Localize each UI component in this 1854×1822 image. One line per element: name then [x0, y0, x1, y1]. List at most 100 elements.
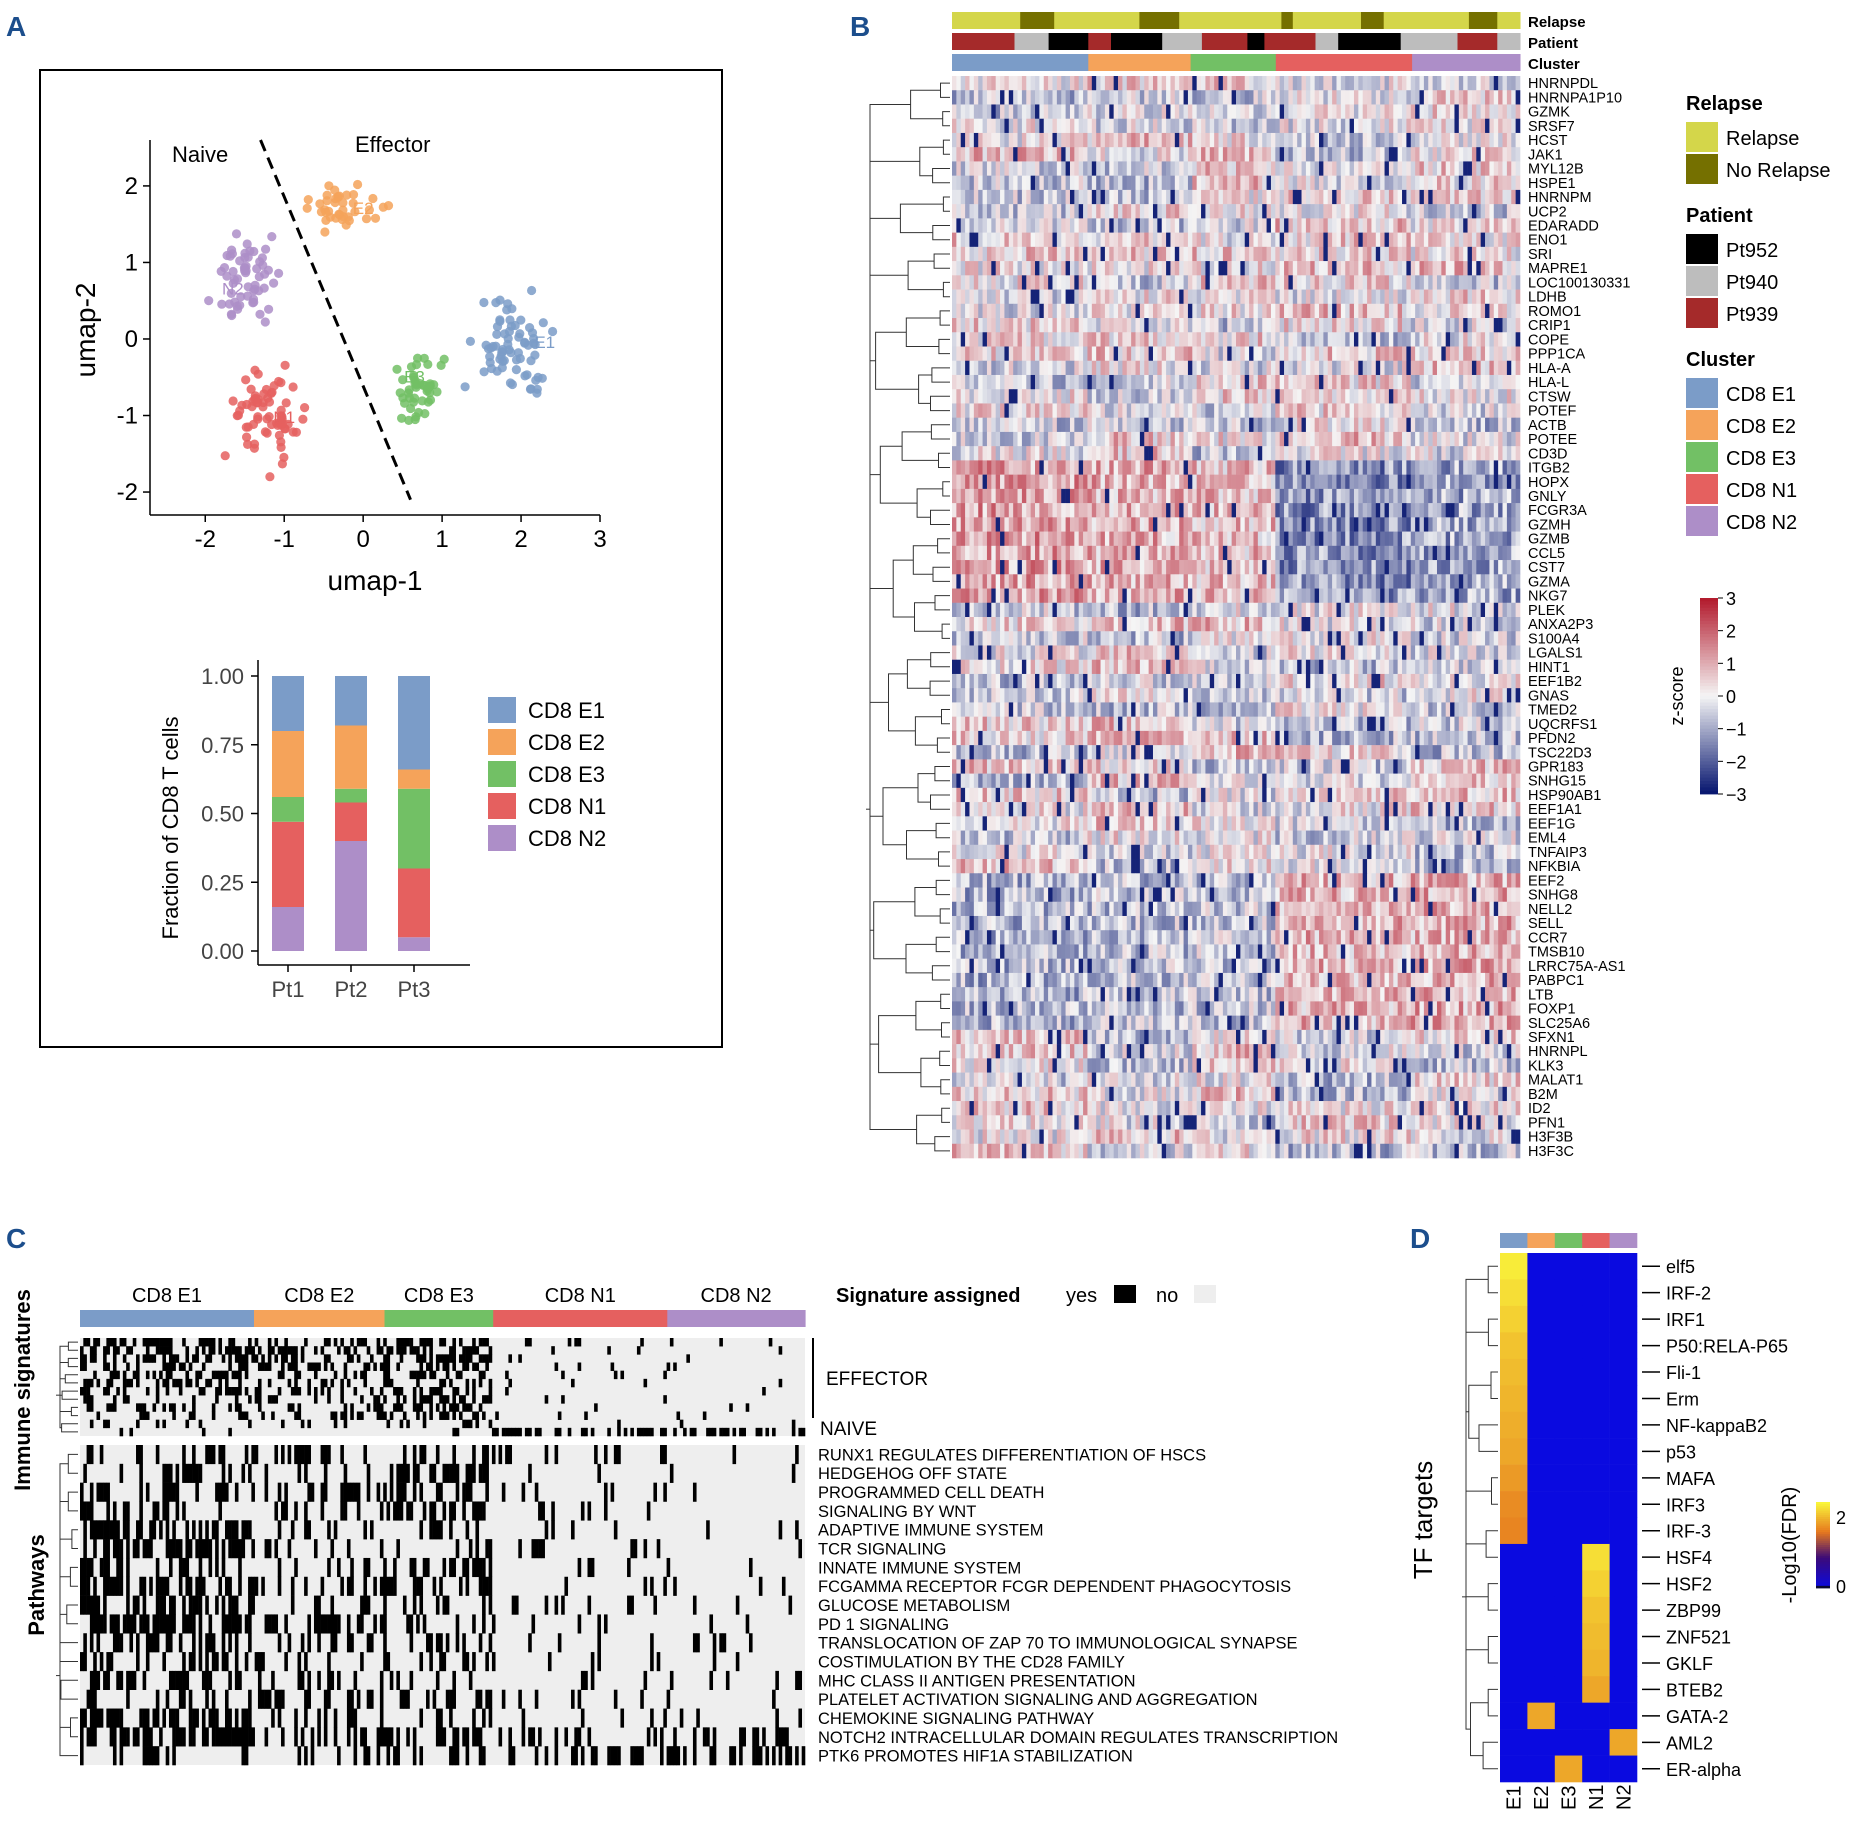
b-heatmap-cell: [1008, 104, 1014, 120]
b-heatmap-cell: [1489, 431, 1495, 447]
umap-point: [527, 285, 537, 296]
b-heatmap-cell: [1380, 460, 1385, 475]
b-heatmap-cell: [1104, 560, 1110, 575]
b-heatmap-cell: [1419, 204, 1425, 219]
b-heatmap-cell: [1240, 275, 1246, 290]
b-heatmap-cell: [1301, 303, 1307, 319]
b-heatmap-cell: [1428, 332, 1433, 347]
b-heatmap-cell: [1096, 218, 1101, 233]
b-heatmap-cell: [1415, 261, 1420, 276]
b-heatmap-cell: [1515, 261, 1521, 276]
b-heatmap-cell: [1201, 460, 1206, 475]
b-heatmap-cell: [1485, 204, 1490, 219]
b-heatmap-cell: [1480, 147, 1486, 162]
b-heatmap-cell: [1069, 118, 1075, 134]
b-heatmap-cell: [1087, 531, 1093, 547]
b-heatmap-cell: [1061, 417, 1066, 433]
b-heatmap-cell: [956, 132, 962, 148]
b-heatmap-cell: [1113, 374, 1119, 390]
b-heatmap-cell: [1380, 346, 1385, 362]
b-heatmap-cell: [1201, 403, 1206, 418]
b-heatmap-cell: [1358, 346, 1364, 362]
umap-point: [267, 232, 277, 242]
b-heatmap-cell: [1384, 346, 1390, 362]
b-heatmap-cell: [1126, 417, 1132, 433]
b-heatmap-cell: [1310, 76, 1315, 91]
b-heatmap-cell: [1214, 360, 1219, 376]
b-heatmap-cell: [995, 346, 1001, 362]
b-heatmap-cell: [1428, 446, 1433, 461]
b-heatmap-cell: [1179, 474, 1184, 490]
b-heatmap-cell: [1506, 403, 1512, 418]
b-heatmap-cell: [1056, 118, 1062, 134]
b-heatmap-cell: [1423, 517, 1429, 532]
b-heatmap-cell: [1502, 132, 1508, 148]
b-heatmap-cell: [1292, 360, 1298, 376]
b-heatmap-cell: [960, 132, 966, 148]
b-heatmap-cell: [1502, 488, 1508, 504]
b-heatmap-cell: [1126, 545, 1132, 561]
b-heatmap-cell: [1292, 488, 1298, 504]
b-heatmap-cell: [1236, 503, 1241, 518]
b-heatmap-cell: [1074, 531, 1080, 547]
b-heatmap-cell: [1441, 261, 1447, 276]
b-heatmap-cell: [1205, 474, 1211, 490]
b-heatmap-cell: [952, 332, 957, 347]
b-heatmap-cell: [1000, 374, 1005, 390]
b-heatmap-cell: [1288, 389, 1294, 404]
relapse-annotation-segment: [1361, 12, 1385, 29]
b-heatmap-cell: [1091, 360, 1097, 376]
b-heatmap-cell: [1222, 360, 1228, 376]
b-heatmap-cell: [1039, 503, 1045, 518]
b-heatmap-cell: [1065, 76, 1071, 91]
b-heatmap-cell: [1393, 503, 1398, 518]
b-heatmap-cell: [1087, 431, 1093, 447]
b-heatmap-cell: [1104, 246, 1110, 262]
b-heatmap-cell: [1249, 303, 1254, 319]
b-heatmap-cell: [1192, 90, 1197, 105]
b-heatmap-cell: [1393, 90, 1398, 105]
b-heatmap-cell: [1013, 189, 1018, 205]
b-heatmap-cell: [1502, 76, 1508, 91]
b-heatmap-cell: [1336, 346, 1342, 362]
b-heatmap-cell: [1030, 503, 1036, 518]
b-heatmap-cell: [1100, 374, 1106, 390]
b-heatmap-cell: [1402, 303, 1407, 319]
b-heatmap-cell: [1008, 232, 1014, 248]
b-heatmap-cell: [1017, 332, 1023, 347]
b-heatmap-cell: [1275, 560, 1280, 575]
b-heatmap-cell: [1069, 531, 1075, 547]
b-heatmap-cell: [1428, 104, 1433, 120]
b-heatmap-cell: [1397, 232, 1403, 248]
b-heatmap-cell: [1192, 332, 1197, 347]
b-heatmap-cell: [1397, 289, 1403, 305]
b-heatmap-cell: [1236, 303, 1241, 319]
b-heatmap-cell: [1454, 332, 1460, 347]
b-heatmap-cell: [1375, 531, 1381, 547]
b-heatmap-cell: [1506, 76, 1512, 91]
b-heatmap-cell: [1035, 132, 1040, 148]
b-heatmap-cell: [986, 246, 992, 262]
b-heatmap-cell: [1397, 460, 1403, 475]
b-heatmap-cell: [1205, 417, 1211, 433]
b-heatmap-cell: [1222, 189, 1228, 205]
b-heatmap-cell: [1152, 232, 1158, 248]
b-heatmap-cell: [1353, 232, 1359, 248]
b-dendrogram-branch: [882, 787, 918, 846]
b-heatmap-cell: [1205, 261, 1211, 276]
b-heatmap-cell: [1240, 389, 1246, 404]
b-heatmap-cell: [982, 403, 988, 418]
b-heatmap-cell: [1035, 560, 1040, 575]
b-heatmap-cell: [1000, 189, 1005, 205]
b-heatmap-cell: [982, 560, 988, 575]
b-heatmap-cell: [1375, 161, 1381, 176]
b-heatmap-cell: [1069, 303, 1075, 319]
b-heatmap-cell: [1319, 431, 1324, 447]
b-heatmap-cell: [1266, 431, 1272, 447]
b-heatmap-cell: [1393, 261, 1398, 276]
b-heatmap-cell: [1109, 218, 1114, 233]
b-heatmap-cell: [1026, 118, 1031, 134]
b-heatmap-cell: [1104, 303, 1110, 319]
b-heatmap-cell: [1275, 275, 1280, 290]
b-heatmap-cell: [982, 189, 988, 205]
